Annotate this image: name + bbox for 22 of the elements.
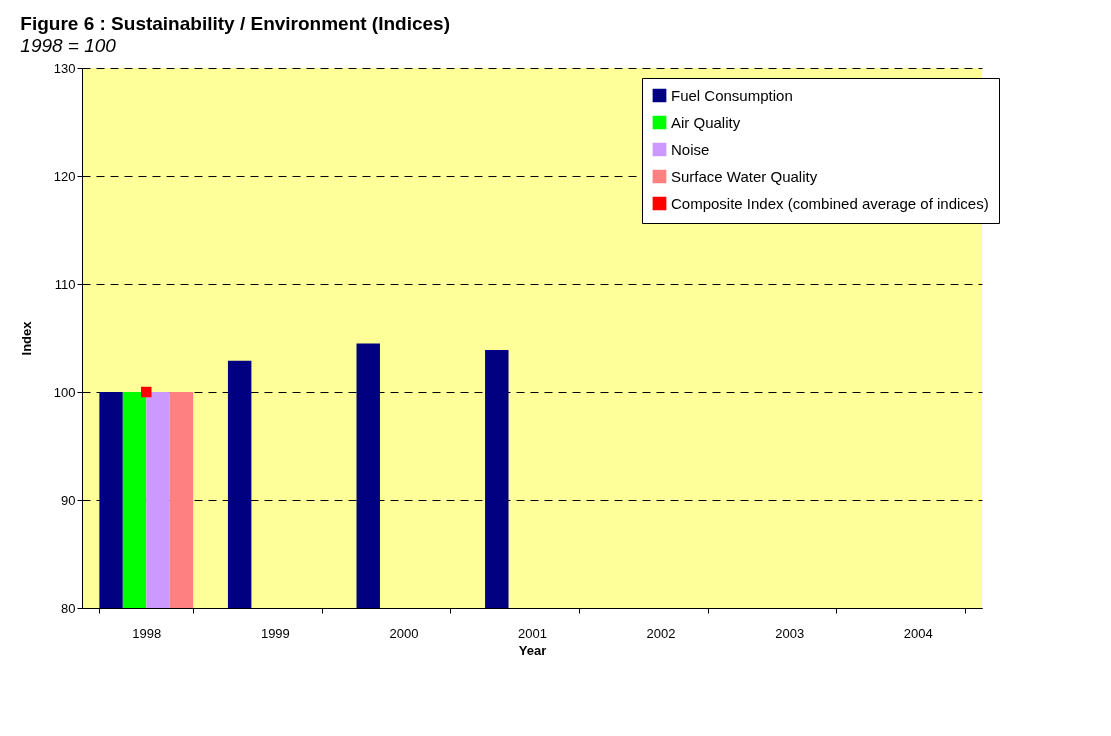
x-tick-label: 1998 [132, 625, 162, 641]
legend-label: Surface Water Quality [671, 167, 818, 185]
y-tick-label: 110 [54, 276, 76, 292]
y-tick-label: 100 [53, 384, 76, 400]
y-tick-label: 90 [61, 492, 76, 508]
chart-title: Figure 6 : Sustainability / Environment (Indices) [20, 13, 450, 34]
x-axis-title: Year [518, 642, 547, 658]
x-tick-label: 2002 [646, 625, 676, 641]
y-axis-title: Index [18, 320, 34, 356]
y-tick-label: 120 [53, 168, 76, 184]
x-tick-label: 2004 [903, 625, 933, 641]
legend-label: Composite Index (combined average of indices) [671, 194, 989, 212]
x-tick-label: 2003 [775, 625, 805, 641]
x-tick-label: 2000 [389, 625, 419, 641]
legend-label: Air Quality [671, 113, 741, 131]
chart-subtitle: 1998 = 100 [20, 35, 117, 56]
y-tick-label: 130 [53, 60, 76, 76]
x-tick-label: 1999 [260, 625, 290, 641]
y-tick-label: 80 [61, 600, 76, 616]
legend-label: Noise [671, 140, 710, 158]
x-tick-label: 2001 [518, 625, 547, 641]
legend-label: Fuel Consumption [671, 86, 793, 104]
